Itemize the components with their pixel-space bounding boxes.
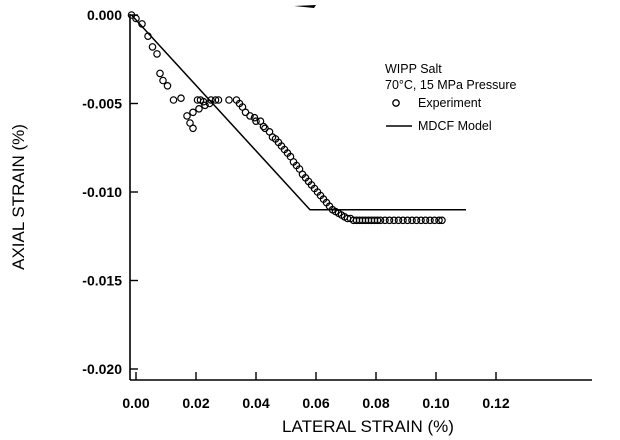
experiment-point [417, 216, 425, 225]
experiment-point [252, 117, 260, 126]
legend-experiment-label: Experiment [418, 96, 482, 110]
y-axis-title: AXIAL STRAIN (%) [9, 124, 28, 270]
y-tick-label: -0.020 [82, 361, 122, 377]
experiment-point [169, 96, 178, 104]
experiment-point [225, 96, 233, 104]
experiment-point [214, 96, 223, 104]
experiment-point [421, 216, 430, 225]
experiment-point [148, 43, 157, 51]
experiment-point [438, 216, 446, 225]
experiment-point [435, 216, 443, 225]
experiment-point [156, 69, 164, 78]
experiment-point [403, 216, 412, 225]
experiment-point [412, 216, 421, 225]
experiment-point [195, 105, 203, 113]
experiment-point [381, 216, 389, 225]
experiment-point [426, 216, 434, 225]
experiment-point [373, 216, 382, 225]
legend-model-label: MDCF Model [418, 119, 492, 133]
series-layer [127, 11, 466, 225]
experiment-point [177, 94, 185, 103]
experiment-point [153, 50, 161, 58]
experiment-point [399, 216, 407, 225]
experiment-point [163, 82, 172, 90]
plot-axes [129, 14, 592, 381]
y-tick-label: -0.010 [82, 184, 122, 200]
y-tick-label: -0.005 [82, 96, 122, 112]
x-tick-label: 0.04 [242, 395, 269, 411]
x-tick-label: 0.10 [422, 395, 449, 411]
legend-heading-line-1: WIPP Salt [385, 62, 442, 76]
y-ticks: 0.000 -0.005 -0.010 -0.015 -0.020 [82, 7, 138, 377]
legend-heading-line-2: 70°C, 15 MPa Pressure [385, 78, 516, 92]
y-tick-label: 0.000 [87, 7, 122, 23]
stray-mark [294, 5, 316, 8]
experiment-point [376, 216, 385, 225]
experiment-point [246, 112, 254, 120]
experiment-point [259, 122, 268, 131]
legend: WIPP Salt 70°C, 15 MPa Pressure Experime… [385, 62, 516, 133]
x-ticks: 0.00 0.02 0.04 0.06 0.08 0.10 0.12 [122, 372, 510, 411]
experiment-point [189, 124, 197, 133]
experiment-point [408, 216, 416, 225]
experiment-point [183, 112, 191, 120]
experiment-point [201, 101, 209, 110]
experiment-point [241, 108, 250, 117]
model-line [130, 14, 466, 211]
x-tick-label: 0.08 [362, 395, 389, 411]
y-tick-label: -0.015 [82, 273, 122, 289]
experiment-point [390, 216, 398, 225]
experiment-point [261, 124, 269, 133]
x-axis-title: LATERAL STRAIN (%) [282, 417, 454, 436]
experiment-point [189, 108, 197, 117]
experiment-point [385, 216, 394, 225]
x-tick-label: 0.06 [302, 395, 329, 411]
experiment-point [159, 76, 167, 85]
experiment-point [207, 96, 215, 104]
experiment-point [132, 14, 140, 23]
experiment-point [211, 96, 220, 104]
experiment-point [394, 216, 403, 225]
x-tick-label: 0.00 [122, 395, 149, 411]
x-tick-label: 0.02 [182, 395, 209, 411]
legend-experiment-marker [392, 99, 400, 107]
experiment-point [430, 216, 439, 225]
x-tick-label: 0.12 [482, 395, 509, 411]
experiment-point [250, 113, 259, 122]
